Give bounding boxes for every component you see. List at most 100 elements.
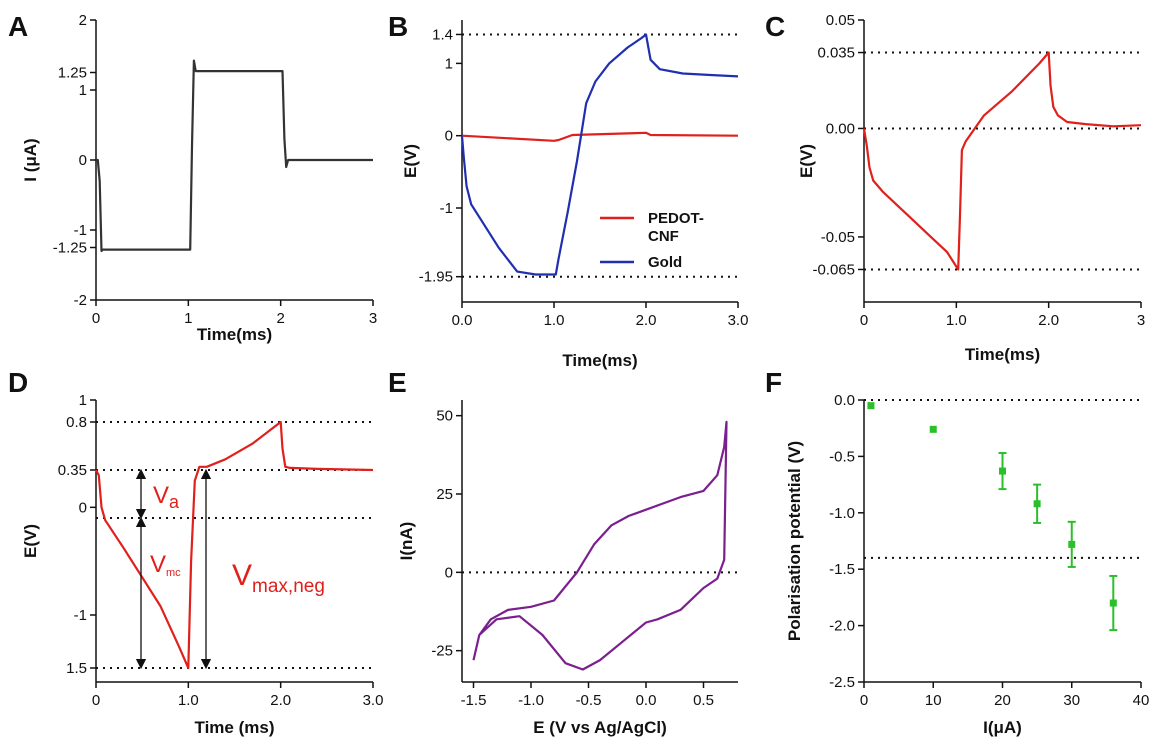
panel-b-x-tick-label: 0.0	[452, 312, 473, 329]
panel-f-y-axis-label: Polarisation potential (V)	[785, 441, 804, 641]
panel-f-y-tick-label: -2.5	[829, 674, 855, 691]
panel-f-y-tick-label: -2.0	[829, 618, 855, 635]
panel-e-x-axis-label: E (V vs Ag/AgCl)	[533, 718, 667, 737]
panel-f-x-tick-label: 20	[994, 692, 1011, 709]
panel-letter-f: F	[765, 367, 782, 398]
panel-b-x-axis-label: Time(ms)	[562, 351, 637, 370]
panel-b-y-tick-label: 1	[445, 55, 453, 72]
panel-f-data-point	[1033, 500, 1041, 508]
panel-c-x-tick-label: 0	[860, 312, 868, 329]
panel-b-series-line-gold	[460, 33, 739, 276]
panel-letter-d: D	[8, 367, 28, 398]
panel-e-x-tick-label: -1.0	[518, 692, 544, 709]
panel-f-x-tick-label: 30	[1063, 692, 1080, 709]
panel-e-y-axis-label: I(nA)	[397, 522, 416, 561]
panel-c-x-tick-label: 2.0	[1038, 312, 1059, 329]
panel-f-data-point	[929, 425, 937, 433]
panel-letter-a: A	[8, 11, 28, 42]
panel-e-y-tick-label: 50	[436, 408, 453, 425]
panel-d-x-tick-label: 2.0	[270, 692, 291, 709]
panel-d-x-tick-label: 3.0	[363, 692, 384, 709]
legend-label-gold: Gold	[648, 254, 682, 271]
panel-f: 0 10 20 30 40 0.0 -0.5 -1.0 -1.5 -2.0 -2.5 I(μA) Pol…	[785, 392, 1149, 737]
panel-c-y-axis-label: E(V)	[797, 144, 816, 178]
panel-f-y-tick-label: -0.5	[829, 448, 855, 465]
panel-a-x-axis-label: Time(ms)	[197, 325, 272, 344]
panel-c: 0 1.0 2.0 3 0.05 0.035 0.00 -0.05 -0.065 Time(ms)…	[797, 12, 1145, 364]
legend-label-pedot-2: CNF	[648, 228, 679, 245]
panel-f-y-tick-label: -1.5	[829, 561, 855, 578]
panel-f-y-tick-label: 0.0	[834, 392, 855, 409]
panel-a-y-tick-label: 2	[79, 12, 87, 29]
panel-d-y-tick-label: 0.8	[66, 414, 87, 431]
panel-a-x-tick-label: 0	[92, 310, 100, 327]
panel-d-y-axis-label: E(V)	[21, 524, 40, 558]
panel-e-series-line	[472, 420, 728, 671]
panel-a-x-tick-label: 1	[184, 310, 192, 327]
panel-f-x-tick-label: 10	[925, 692, 942, 709]
panel-b-y-tick-label: 0	[445, 128, 453, 145]
panel-a-series-line	[96, 59, 373, 253]
legend-label-pedot-1: PEDOT-	[648, 210, 704, 227]
panel-f-x-tick-label: 0	[860, 692, 868, 709]
panel-b-y-tick-label: 1.4	[432, 26, 453, 43]
panel-b-x-tick-label: 3.0	[728, 312, 749, 329]
annotations-d: Va Vmc Vmax,neg	[150, 482, 325, 597]
panel-a-y-tick-label: -1	[74, 222, 87, 239]
panel-c-x-tick-label: 3	[1137, 312, 1145, 329]
panel-e-x-tick-label: 0.5	[693, 692, 714, 709]
panel-c-x-tick-label: 1.0	[946, 312, 967, 329]
annotation-vmaxneg: Vmax,neg	[232, 559, 325, 597]
panel-letter-b: B	[388, 11, 408, 42]
panel-letter-c: C	[765, 11, 785, 42]
panel-d-x-tick-label: 0	[92, 692, 100, 709]
panel-a-y-tick-label: -2	[74, 292, 87, 309]
panel-d-y-tick-label: 1.5	[66, 660, 87, 677]
panel-f-x-tick-label: 40	[1133, 692, 1150, 709]
panel-b-x-tick-label: 2.0	[636, 312, 657, 329]
panel-f-x-axis-label: I(μA)	[983, 718, 1022, 737]
panel-c-y-tick-label: 0.035	[817, 45, 855, 62]
panel-e: -1.5 -1.0 -0.5 0.0 0.5 50 25 0 -25 E (V vs Ag/AgC…	[397, 400, 738, 737]
panel-a-y-tick-label: -1.25	[53, 240, 87, 257]
panel-f-data-point	[1109, 599, 1117, 607]
panel-c-series-line	[862, 51, 1142, 271]
panel-d-y-tick-label: 0	[79, 499, 87, 516]
panel-d-series-line	[95, 420, 374, 670]
annotation-va: Va	[153, 482, 180, 512]
panel-f-data-point	[867, 402, 875, 410]
panel-c-x-axis-label: Time(ms)	[965, 345, 1040, 364]
panel-b-x-tick-label: 1.0	[544, 312, 565, 329]
panel-a-y-tick-label: 1.25	[58, 65, 87, 82]
panel-b-y-tick-label: -1.95	[419, 269, 453, 286]
panel-e-y-tick-label: -25	[431, 643, 453, 660]
panel-f-data-point	[999, 467, 1006, 475]
panel-f-data-point	[1068, 540, 1076, 548]
panel-letter-e: E	[388, 367, 407, 398]
panel-c-y-tick-label: 0.00	[826, 120, 855, 137]
panel-a-x-tick-label: 2	[276, 310, 284, 327]
panel-d-x-axis-label: Time (ms)	[195, 718, 275, 737]
panel-a-y-tick-label: 1	[79, 82, 87, 99]
panel-a-x-tick-label: 3	[369, 310, 377, 327]
panel-e-x-tick-label: -1.5	[461, 692, 487, 709]
panel-d-y-tick-label: 0.35	[58, 462, 87, 479]
legend-b: PEDOT- CNF Gold	[600, 210, 704, 271]
panel-c-y-tick-label: -0.065	[812, 261, 855, 278]
panel-e-x-tick-label: -0.5	[576, 692, 602, 709]
panel-c-y-tick-label: -0.05	[821, 229, 855, 246]
panel-d-y-tick-label: -1	[74, 607, 87, 624]
panel-b-series-line-pedot-cnf	[461, 131, 739, 142]
panel-a-y-tick-label: 0	[79, 152, 87, 169]
panel-d: 0 1.0 2.0 3.0 1 0.8 0.35 0 -1 1.5 Time (ms) E(V)	[21, 392, 383, 737]
panel-d-y-tick-label: 1	[79, 392, 87, 409]
panel-b-y-axis-label: E(V)	[401, 144, 420, 178]
panel-e-x-tick-label: 0.0	[636, 692, 657, 709]
panel-b: 0.0 1.0 2.0 3.0 1.4 1 0 -1 -1.95 Time(ms) E(V)	[401, 20, 748, 370]
annotation-vmc: Vmc	[150, 551, 181, 579]
panel-b-y-tick-label: -1	[440, 200, 453, 217]
panel-c-y-tick-label: 0.05	[826, 12, 855, 29]
panel-d-x-tick-label: 1.0	[178, 692, 199, 709]
